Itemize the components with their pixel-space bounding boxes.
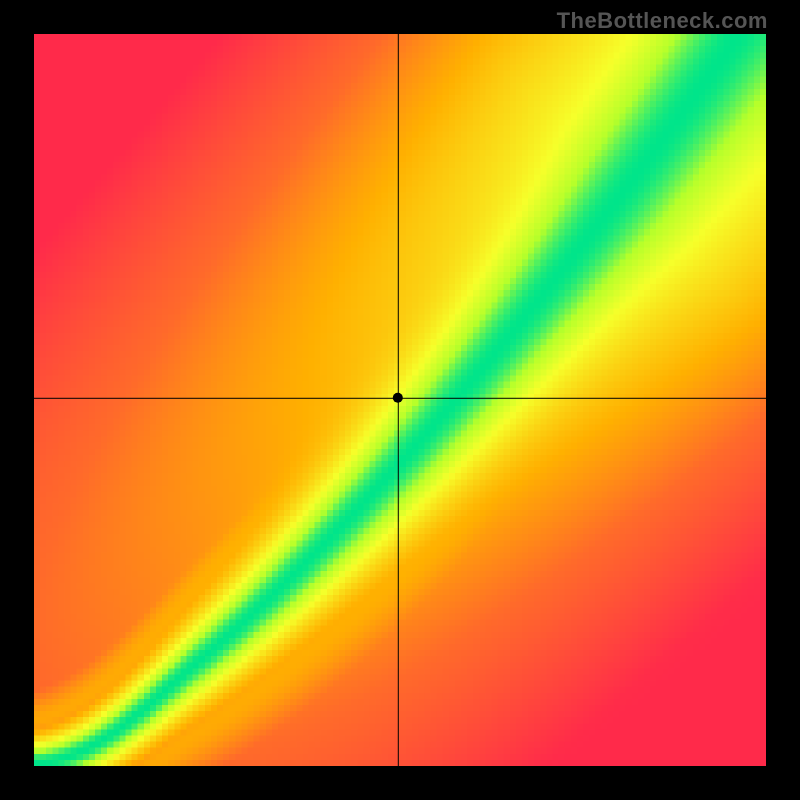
crosshair-overlay — [34, 34, 766, 766]
watermark-text: TheBottleneck.com — [557, 8, 768, 34]
